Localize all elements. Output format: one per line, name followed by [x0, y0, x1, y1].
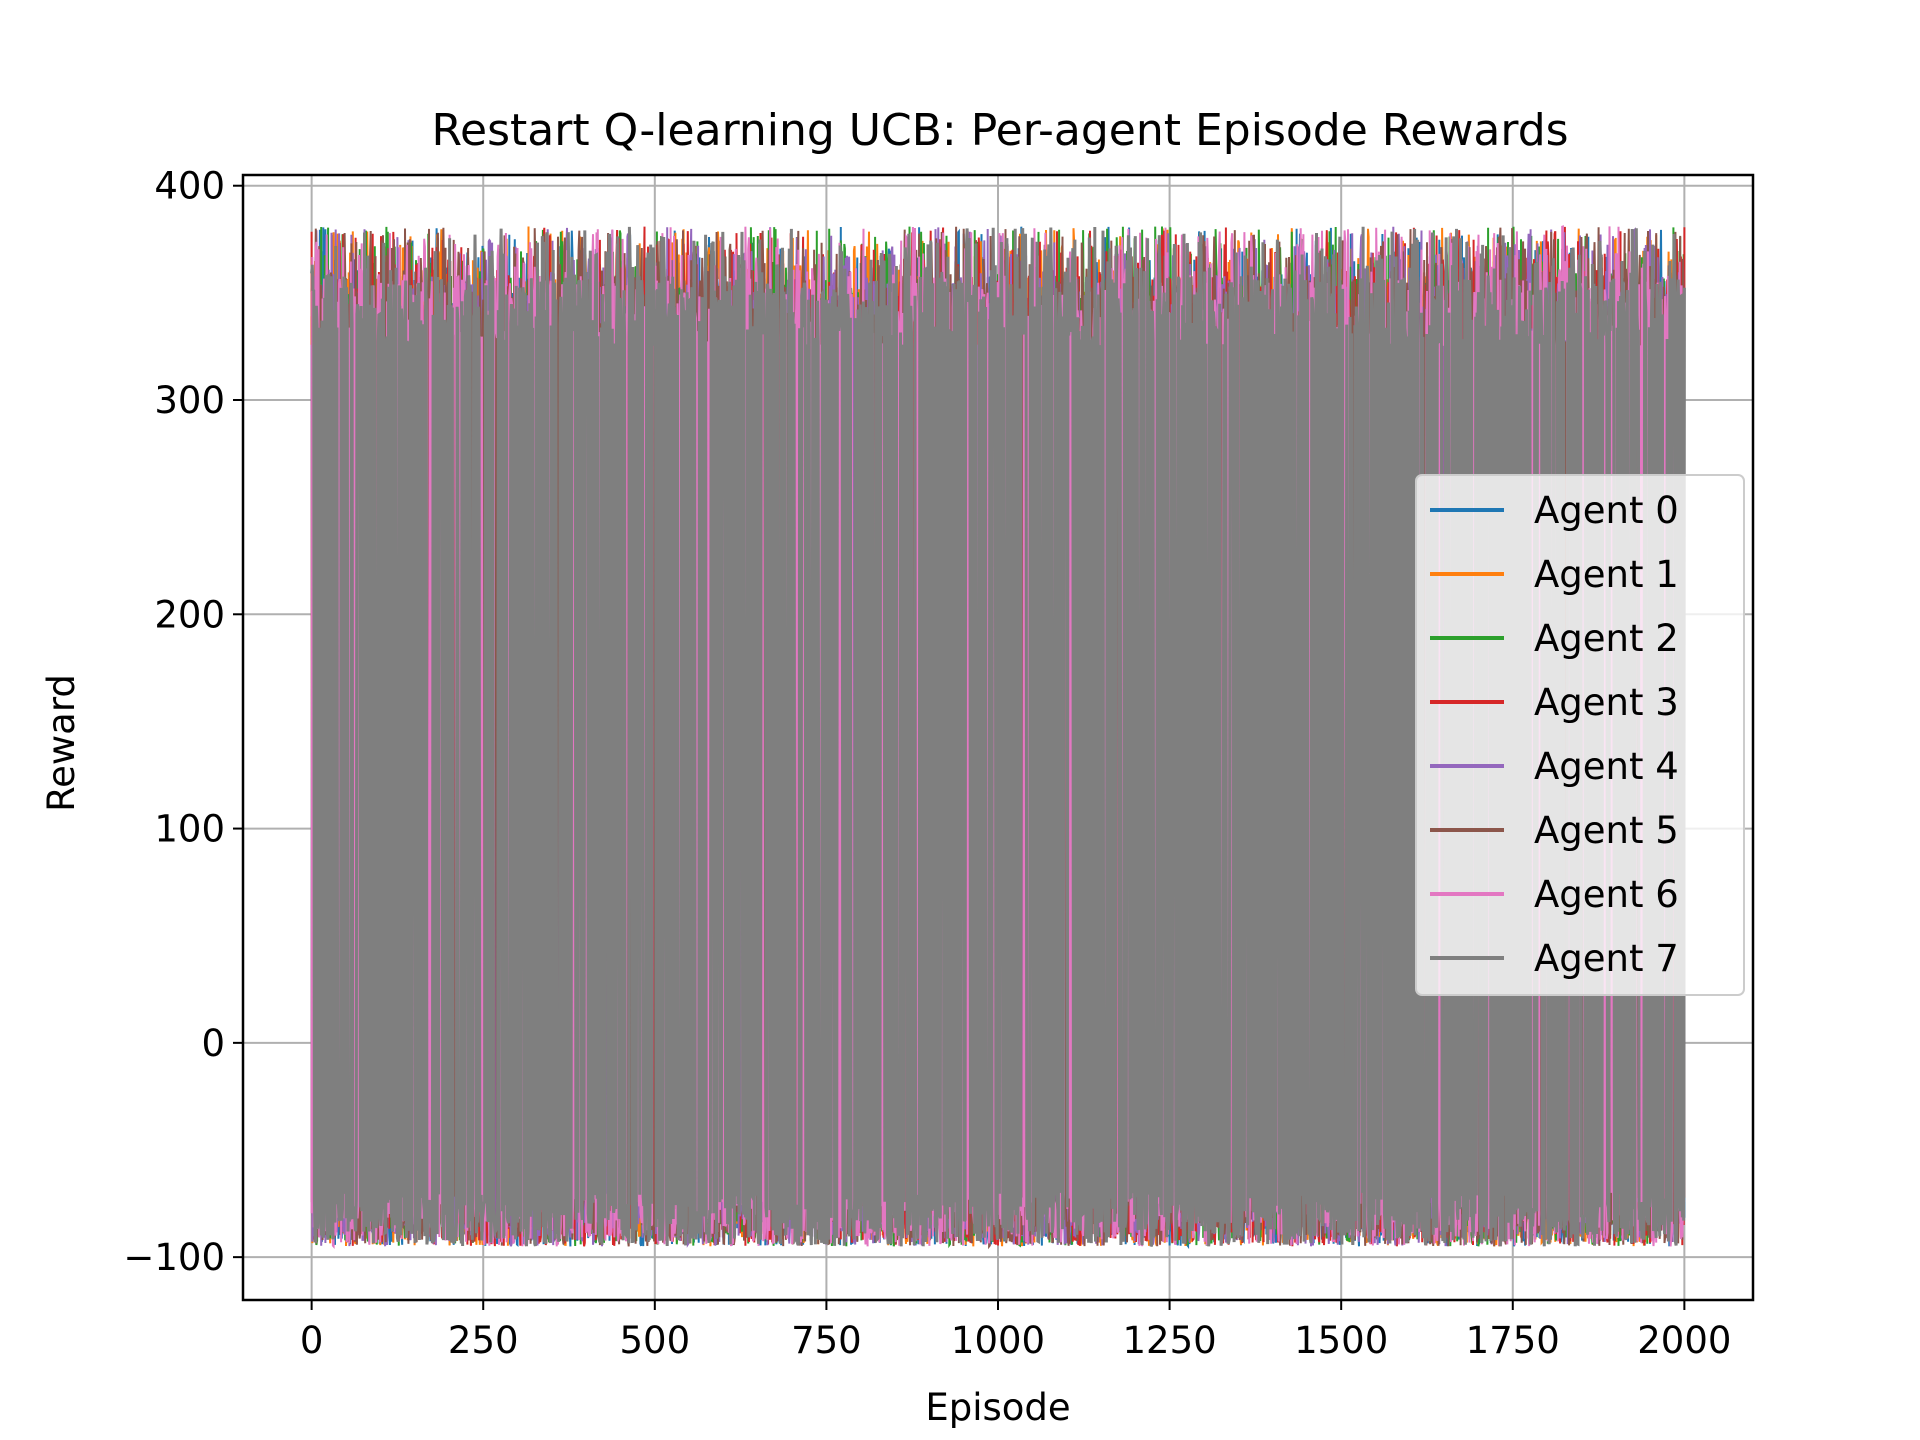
legend-label: Agent 1 [1534, 553, 1679, 596]
x-tick-label: 1250 [1123, 1319, 1217, 1362]
legend-box [1415, 474, 1745, 996]
y-tick-label: 0 [201, 1022, 225, 1065]
y-tick-label: 200 [154, 593, 225, 636]
x-tick-label: 2000 [1637, 1319, 1731, 1362]
x-tick-label: 500 [620, 1319, 691, 1362]
legend: Agent 0 Agent 1 Agent 2 Agent 3 Agent 4 Agent… [1415, 474, 1745, 996]
y-tick-label: 100 [154, 808, 225, 851]
x-tick-label: 750 [791, 1319, 862, 1362]
chart-title: Restart Q-learning UCB: Per-agent Episod… [431, 105, 1568, 156]
y-tick-label: 300 [154, 379, 225, 422]
y-tick-label: 400 [154, 165, 225, 208]
x-tick-label: 1500 [1294, 1319, 1388, 1362]
legend-label: Agent 3 [1534, 681, 1679, 724]
y-axis: −100 0 100 200 300 400 [123, 165, 243, 1279]
y-axis-label: Reward [40, 674, 83, 812]
legend-label: Agent 2 [1534, 617, 1679, 660]
legend-label: Agent 6 [1534, 873, 1679, 916]
y-tick-label: −100 [123, 1236, 225, 1279]
x-tick-label: 1750 [1466, 1319, 1560, 1362]
legend-label: Agent 0 [1534, 489, 1679, 532]
x-tick-label: 0 [300, 1319, 324, 1362]
legend-label: Agent 5 [1534, 809, 1679, 852]
x-axis-label: Episode [925, 1386, 1070, 1429]
x-axis: 0 250 500 750 1000 1250 1500 1750 2000 [300, 1300, 1731, 1362]
legend-label: Agent 7 [1534, 937, 1679, 980]
legend-label: Agent 4 [1534, 745, 1679, 788]
x-tick-label: 250 [448, 1319, 519, 1362]
x-tick-label: 1000 [951, 1319, 1045, 1362]
